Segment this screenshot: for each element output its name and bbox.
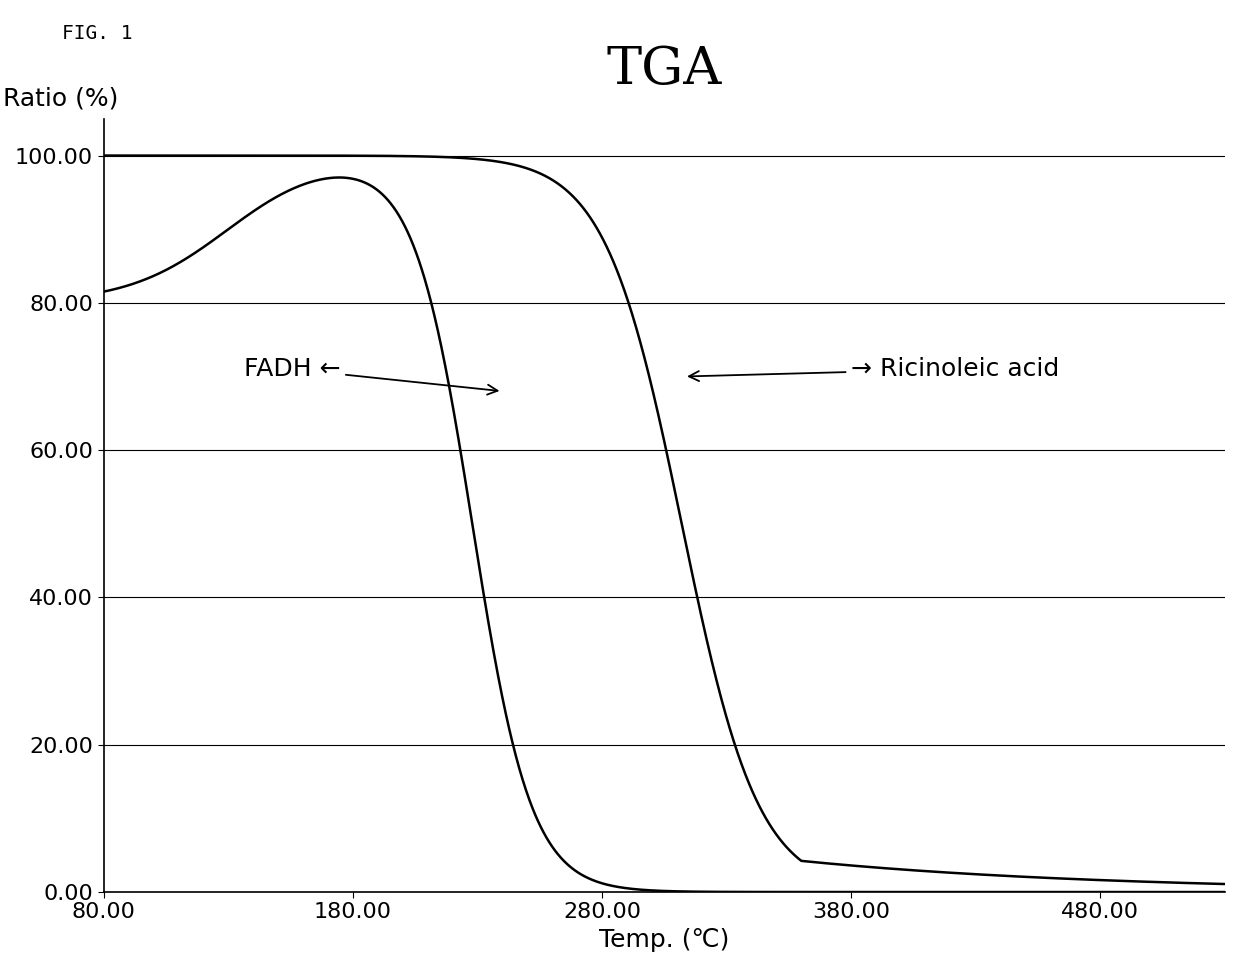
X-axis label: Temp. (℃): Temp. (℃) xyxy=(599,928,729,952)
Text: Ratio (%): Ratio (%) xyxy=(2,87,118,111)
Title: TGA: TGA xyxy=(606,44,722,95)
Text: FIG. 1: FIG. 1 xyxy=(62,24,133,44)
Text: → Ricinoleic acid: → Ricinoleic acid xyxy=(689,357,1059,381)
Text: FADH ←: FADH ← xyxy=(244,357,497,395)
